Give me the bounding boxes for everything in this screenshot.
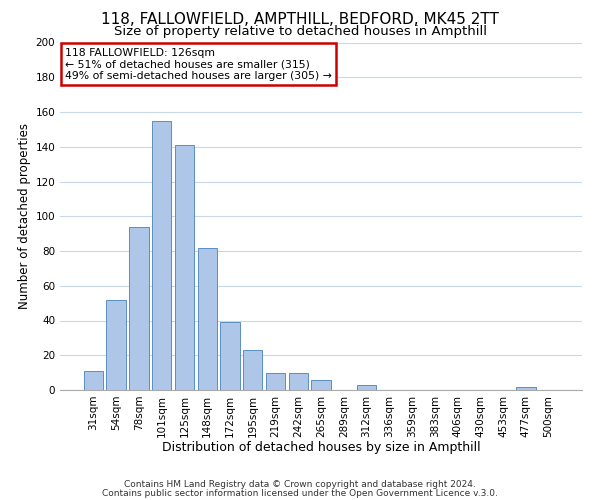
Text: 118 FALLOWFIELD: 126sqm
← 51% of detached houses are smaller (315)
49% of semi-d: 118 FALLOWFIELD: 126sqm ← 51% of detache…	[65, 48, 332, 81]
Bar	[357, 385, 376, 390]
Bar	[106, 300, 126, 390]
X-axis label: Distribution of detached houses by size in Ampthill: Distribution of detached houses by size …	[161, 441, 481, 454]
Bar	[197, 248, 217, 390]
Bar	[516, 386, 536, 390]
Bar	[84, 371, 103, 390]
Text: Contains HM Land Registry data © Crown copyright and database right 2024.: Contains HM Land Registry data © Crown c…	[124, 480, 476, 489]
Bar	[289, 372, 308, 390]
Bar	[220, 322, 239, 390]
Y-axis label: Number of detached properties: Number of detached properties	[18, 123, 31, 309]
Text: Size of property relative to detached houses in Ampthill: Size of property relative to detached ho…	[113, 25, 487, 38]
Bar	[311, 380, 331, 390]
Bar	[175, 145, 194, 390]
Text: 118, FALLOWFIELD, AMPTHILL, BEDFORD, MK45 2TT: 118, FALLOWFIELD, AMPTHILL, BEDFORD, MK4…	[101, 12, 499, 28]
Bar	[152, 120, 172, 390]
Text: Contains public sector information licensed under the Open Government Licence v.: Contains public sector information licen…	[102, 488, 498, 498]
Bar	[243, 350, 262, 390]
Bar	[266, 372, 285, 390]
Bar	[129, 226, 149, 390]
